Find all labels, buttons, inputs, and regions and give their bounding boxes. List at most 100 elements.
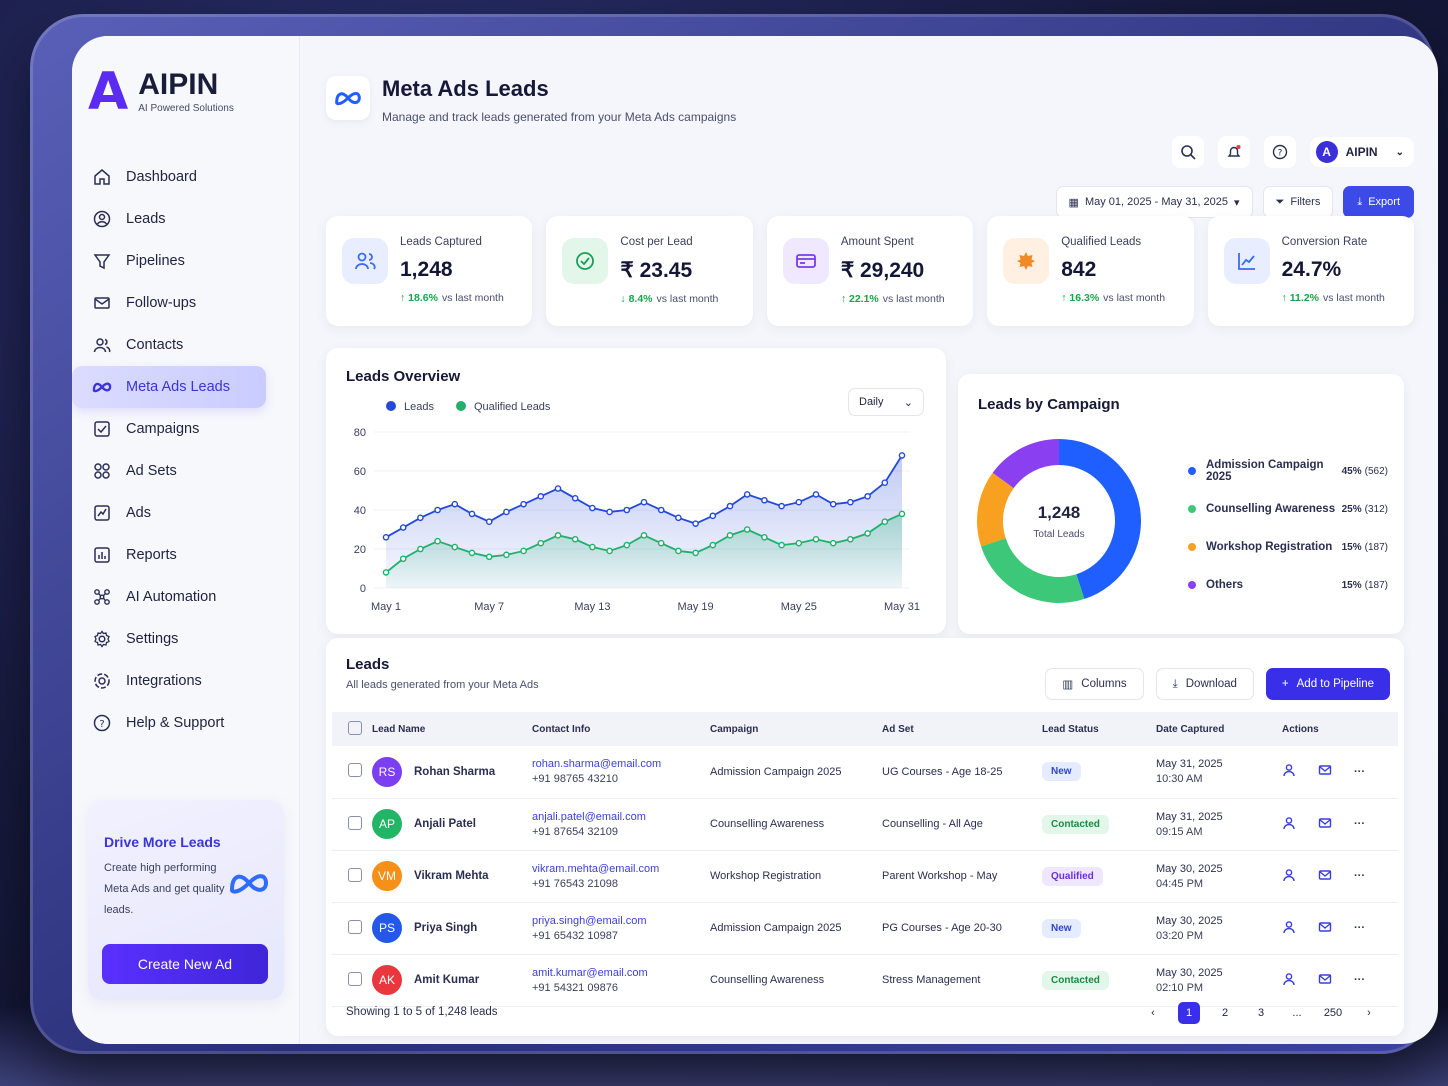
data-point xyxy=(623,506,631,514)
stat-value: 842 xyxy=(1061,258,1097,281)
more-options-icon[interactable]: ··· xyxy=(1354,818,1365,830)
stat-change-value: 18.6% xyxy=(408,292,438,304)
sidebar-item-contacts[interactable]: Contacts xyxy=(88,324,283,366)
help-icon[interactable]: ? xyxy=(1263,136,1296,168)
data-point xyxy=(434,506,441,514)
lead-name[interactable]: Vikram Mehta xyxy=(414,869,489,882)
table-row[interactable]: AK Amit Kumar amit.kumar@email.com +91 5432… xyxy=(332,954,1398,1007)
column-header[interactable]: Contact Info xyxy=(532,712,710,746)
lead-name[interactable]: Amit Kumar xyxy=(414,973,480,986)
sidebar-item-integrations[interactable]: Integrations xyxy=(88,660,283,702)
row-checkbox[interactable] xyxy=(348,763,362,778)
campaign-cell: Admission Campaign 2025 xyxy=(710,746,882,799)
status-cell: New xyxy=(1042,902,1156,955)
mail-icon[interactable] xyxy=(1318,920,1332,937)
more-options-icon[interactable]: ··· xyxy=(1354,974,1365,986)
lead-email-link[interactable]: priya.singh@email.com xyxy=(532,914,647,927)
table-row[interactable]: PS Priya Singh priya.singh@email.com +91 65… xyxy=(332,902,1398,955)
assign-user-icon[interactable] xyxy=(1282,868,1296,885)
more-options-icon[interactable]: ··· xyxy=(1354,765,1365,778)
assign-user-icon[interactable] xyxy=(1282,972,1296,989)
table-row[interactable]: RS Rohan Sharma rohan.sharma@email.com +91 … xyxy=(332,746,1398,799)
sidebar-item-reports[interactable]: Reports xyxy=(88,534,283,576)
select-all-checkbox[interactable] xyxy=(348,720,362,735)
period-select[interactable]: Daily ⌄ xyxy=(848,388,924,416)
brand-logo[interactable]: A AIPIN AI Powered Solutions xyxy=(88,66,283,118)
sidebar-item-ads[interactable]: Ads xyxy=(88,492,283,534)
page-button[interactable]: 250 xyxy=(1323,1007,1343,1019)
data-point xyxy=(726,502,734,510)
sidebar-item-leads[interactable]: Leads xyxy=(88,198,283,240)
lead-email-link[interactable]: rohan.sharma@email.com xyxy=(532,758,662,771)
more-options-icon[interactable]: ··· xyxy=(1354,922,1365,934)
user-menu[interactable]: A AIPIN ⌄ xyxy=(1309,137,1414,167)
sidebar-item-dashboard[interactable]: Dashboard xyxy=(88,156,283,198)
legend-label: Leads xyxy=(404,401,434,413)
column-header[interactable]: Ad Set xyxy=(882,712,1042,746)
mail-icon[interactable] xyxy=(1318,868,1332,885)
campaign-legend-item: Counselling Awareness 25% (312) xyxy=(1188,490,1388,528)
sidebar-item-help-support[interactable]: ? Help & Support xyxy=(88,702,283,744)
column-header[interactable]: Date Captured xyxy=(1156,712,1282,746)
status-cell: Qualified xyxy=(1042,850,1156,903)
status-badge: Qualified xyxy=(1042,866,1103,886)
lead-email-link[interactable]: amit.kumar@email.com xyxy=(532,966,648,979)
chart-line-icon xyxy=(92,503,112,523)
lead-name[interactable]: Rohan Sharma xyxy=(414,765,496,778)
lead-email-link[interactable]: anjali.patel@email.com xyxy=(532,810,646,823)
data-point xyxy=(571,535,579,543)
sidebar-item-meta-ads-leads[interactable]: Meta Ads Leads xyxy=(72,366,266,408)
column-header[interactable]: Actions xyxy=(1282,712,1398,746)
create-new-ad-button[interactable]: Create New Ad xyxy=(102,944,268,984)
data-point xyxy=(743,526,751,533)
arrow-up-icon: ↑ xyxy=(400,292,409,304)
download-button[interactable]: ⤓ Download xyxy=(1155,668,1254,700)
lead-email-link[interactable]: vikram.mehta@email.com xyxy=(532,862,660,875)
stat-label: Amount Spent xyxy=(840,236,914,248)
more-options-icon[interactable]: ··· xyxy=(1354,870,1365,882)
filters-button[interactable]: ⏷ Filters xyxy=(1262,186,1334,218)
sidebar-item-pipelines[interactable]: Pipelines xyxy=(88,240,283,282)
columns-button[interactable]: ▥ Columns xyxy=(1045,668,1144,700)
chevron-right-icon[interactable]: › xyxy=(1367,1007,1371,1019)
actions-cell: ··· xyxy=(1282,746,1398,799)
page-button[interactable]: 3 xyxy=(1257,1007,1265,1019)
column-header[interactable]: Lead Name xyxy=(372,712,532,746)
sidebar-item-ai-automation[interactable]: AI Automation xyxy=(88,576,283,618)
row-checkbox[interactable] xyxy=(348,919,362,934)
lead-name[interactable]: Priya Singh xyxy=(414,921,478,934)
add-to-pipeline-button[interactable]: + Add to Pipeline xyxy=(1265,668,1390,700)
column-header[interactable]: Campaign xyxy=(710,712,882,746)
assign-user-icon[interactable] xyxy=(1282,920,1296,937)
mail-icon[interactable] xyxy=(1318,972,1332,989)
sidebar-item-follow-ups[interactable]: Follow-ups xyxy=(88,282,283,324)
lead-name[interactable]: Anjali Patel xyxy=(414,817,476,830)
search-icon[interactable] xyxy=(1171,136,1204,168)
mail-icon[interactable] xyxy=(1318,763,1332,780)
table-row[interactable]: AP Anjali Patel anjali.patel@email.com +91 … xyxy=(332,798,1398,851)
sidebar-item-settings[interactable]: Settings xyxy=(88,618,283,660)
row-checkbox[interactable] xyxy=(348,971,362,986)
page-button[interactable]: ... xyxy=(1292,1007,1302,1019)
campaign-legend-item: Admission Campaign 2025 45% (562) xyxy=(1188,452,1388,490)
page-button[interactable]: 1 xyxy=(1178,1002,1200,1024)
date-range-picker[interactable]: ▦ May 01, 2025 - May 31, 2025 ▾ xyxy=(1055,186,1253,218)
donut-chart: 1,248 Total Leads xyxy=(974,436,1144,606)
stat-card-qualified-leads: Qualified Leads 842 ↑ 16.3% vs last month xyxy=(987,216,1194,326)
mail-icon[interactable] xyxy=(1318,816,1332,833)
row-checkbox[interactable] xyxy=(348,815,362,830)
assign-user-icon[interactable] xyxy=(1282,816,1296,833)
add-label: Add to Pipeline xyxy=(1296,678,1374,690)
chevron-left-icon[interactable]: ‹ xyxy=(1151,1007,1155,1019)
export-button[interactable]: ⤓ Export xyxy=(1343,186,1414,218)
bell-icon[interactable] xyxy=(1217,136,1250,168)
sidebar-item-ad-sets[interactable]: Ad Sets xyxy=(88,450,283,492)
stat-change: ↑ 16.3% vs last month xyxy=(1061,292,1193,304)
overview-title: Leads Overview xyxy=(346,368,461,385)
assign-user-icon[interactable] xyxy=(1282,763,1296,780)
column-header[interactable]: Lead Status xyxy=(1042,712,1156,746)
page-button[interactable]: 2 xyxy=(1221,1007,1229,1019)
sidebar-item-campaigns[interactable]: Campaigns xyxy=(88,408,283,450)
table-row[interactable]: VM Vikram Mehta vikram.mehta@email.com +91 … xyxy=(332,850,1398,903)
row-checkbox[interactable] xyxy=(348,867,362,882)
